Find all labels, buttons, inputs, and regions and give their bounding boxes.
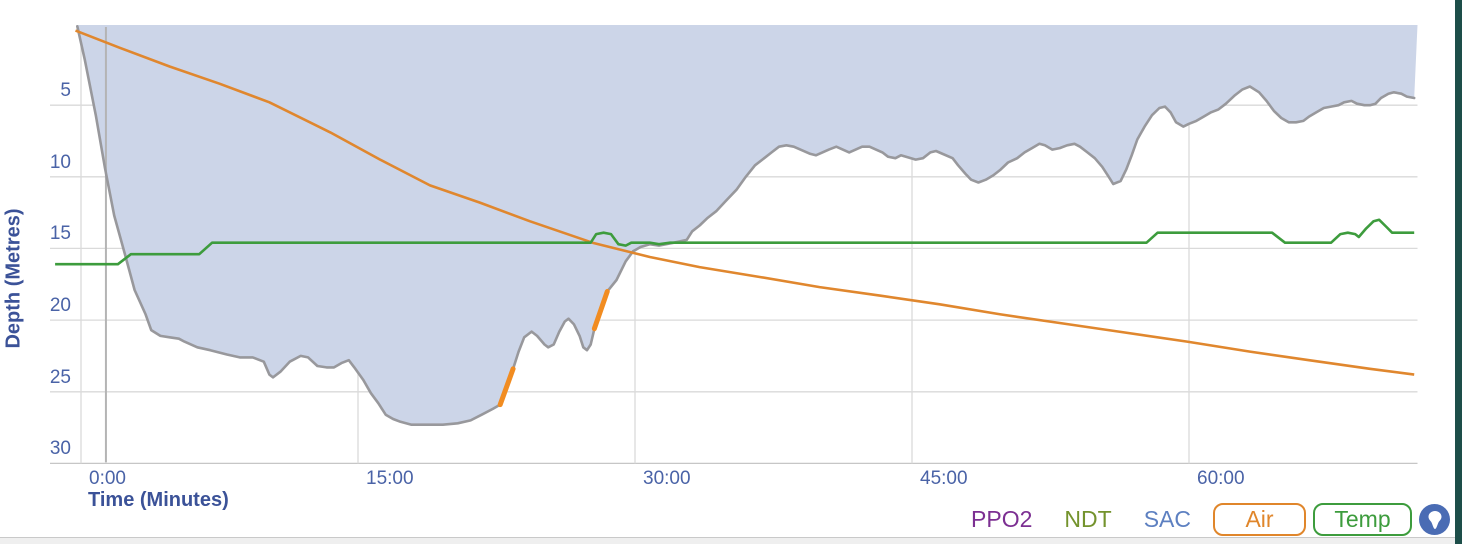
legend-item-ppo2[interactable]: PPO2 <box>971 506 1033 532</box>
bell-shield-icon <box>1426 510 1444 530</box>
y-tick-label: 10 <box>49 152 71 173</box>
logo-button[interactable] <box>1419 504 1450 535</box>
bottom-divider <box>0 537 1455 544</box>
y-tick-label: 30 <box>49 438 71 459</box>
x-tick-label: 0:00 <box>89 468 126 489</box>
y-tick-label: 20 <box>49 295 71 316</box>
y-tick-label: 15 <box>49 223 71 244</box>
x-tick-label: 45:00 <box>920 468 968 489</box>
x-tick-label: 15:00 <box>366 468 414 489</box>
y-tick-label: 5 <box>60 80 71 101</box>
y-axis-title: Depth (Metres) <box>2 208 25 349</box>
air-toggle-button[interactable]: Air <box>1213 503 1306 536</box>
temp-toggle-button[interactable]: Temp <box>1313 503 1412 536</box>
y-tick-label: 25 <box>49 367 71 388</box>
x-tick-label: 30:00 <box>643 468 691 489</box>
x-axis-title: Time (Minutes) <box>88 489 229 511</box>
x-tick-label: 60:00 <box>1197 468 1245 489</box>
legend-item-ndt[interactable]: NDT <box>1064 506 1112 532</box>
legend-item-sac[interactable]: SAC <box>1143 506 1191 532</box>
right-edge-bar <box>1455 0 1462 544</box>
profile-legend: PPO2 NDT SAC Air Temp <box>971 503 1450 536</box>
